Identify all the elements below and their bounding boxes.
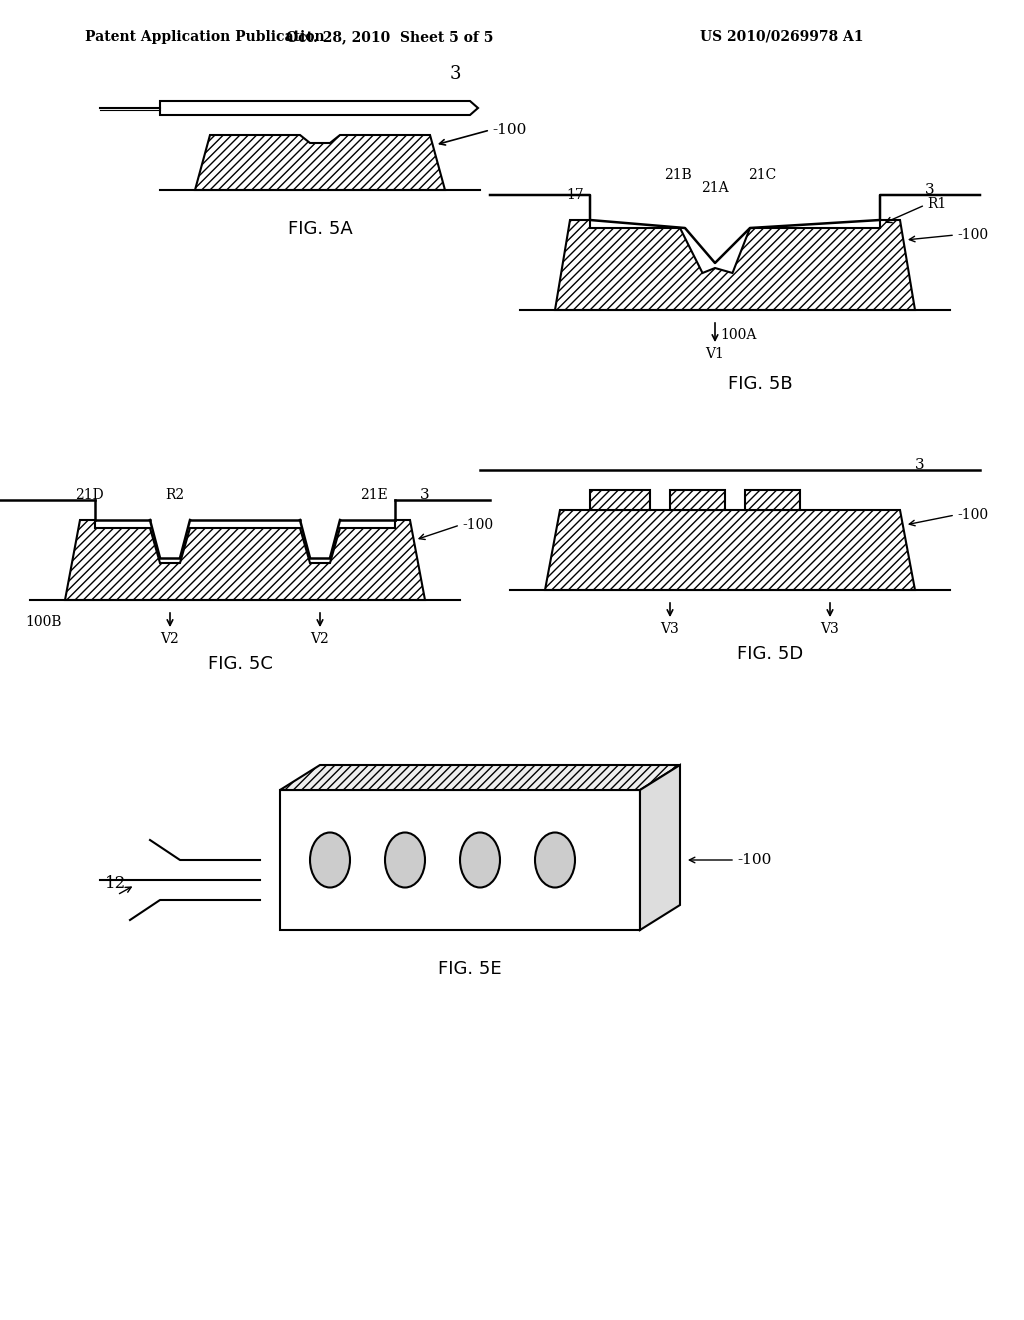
Polygon shape [670,490,725,510]
Polygon shape [640,766,680,931]
Polygon shape [590,490,650,510]
Text: 21B: 21B [664,168,691,182]
Text: R2: R2 [165,488,184,502]
Text: 12: 12 [105,875,126,892]
Text: -100: -100 [492,123,526,137]
Text: Patent Application Publication: Patent Application Publication [85,30,325,44]
Text: V3: V3 [820,622,840,636]
Polygon shape [280,766,680,789]
Text: Oct. 28, 2010  Sheet 5 of 5: Oct. 28, 2010 Sheet 5 of 5 [287,30,494,44]
Text: V2: V2 [161,632,179,645]
Text: V2: V2 [310,632,330,645]
Polygon shape [555,220,915,310]
Text: -100: -100 [737,853,771,867]
Text: FIG. 5B: FIG. 5B [728,375,793,393]
Text: FIG. 5C: FIG. 5C [208,655,272,673]
Text: R1: R1 [927,197,946,211]
Ellipse shape [460,833,500,887]
Text: V1: V1 [706,347,724,360]
Ellipse shape [310,833,350,887]
Polygon shape [745,490,800,510]
Polygon shape [280,789,640,931]
Text: -100: -100 [957,508,988,521]
Text: 3: 3 [915,458,925,473]
Polygon shape [545,510,915,590]
Text: 100B: 100B [25,615,61,630]
Ellipse shape [535,833,575,887]
Ellipse shape [385,833,425,887]
Text: 100A: 100A [720,327,757,342]
Text: FIG. 5E: FIG. 5E [438,960,502,978]
Polygon shape [160,102,478,115]
Text: 21D: 21D [75,488,103,502]
Text: 3: 3 [925,183,935,197]
Text: -100: -100 [957,228,988,242]
Text: 21E: 21E [360,488,388,502]
Text: US 2010/0269978 A1: US 2010/0269978 A1 [700,30,863,44]
Text: 21A: 21A [701,181,729,195]
Polygon shape [195,135,445,190]
Text: 17: 17 [566,187,584,202]
Text: 3: 3 [450,65,462,83]
Text: -100: -100 [462,517,494,532]
Text: 21C: 21C [749,168,776,182]
Text: V3: V3 [660,622,679,636]
Text: FIG. 5A: FIG. 5A [288,220,352,238]
Text: 3: 3 [420,488,430,502]
Text: FIG. 5D: FIG. 5D [737,645,803,663]
Polygon shape [65,520,425,601]
